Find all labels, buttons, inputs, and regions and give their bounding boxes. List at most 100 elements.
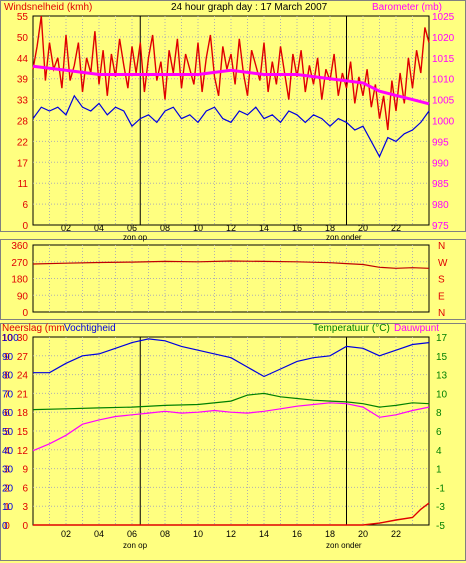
climate-rain-alt-tick-label: 6 bbox=[22, 483, 28, 494]
climate-rain-alt-tick-label: 18 bbox=[17, 408, 29, 419]
wind-left-tick-label: 28 bbox=[17, 117, 29, 128]
climate-x-tick-label: 22 bbox=[391, 529, 401, 539]
wind-left-tick-label: 55 bbox=[17, 12, 29, 23]
climate-right-tick-label: 10 bbox=[436, 389, 448, 400]
wind-x-tick-label: 20 bbox=[358, 223, 368, 233]
sunrise-label-top: zon op bbox=[123, 233, 148, 242]
temperature-axis-label: Temperatuur (°C) bbox=[313, 323, 390, 334]
climate-right-tick-label: 13 bbox=[436, 371, 448, 382]
climate-right-tick-label: -1 bbox=[436, 483, 445, 494]
wind-x-tick-label: 08 bbox=[160, 223, 170, 233]
barometer-axis-label: Barometer (mb) bbox=[372, 2, 442, 13]
climate-right-tick-label: -3 bbox=[436, 502, 445, 513]
wind-direction-letter: W bbox=[438, 258, 448, 269]
sunrise-label-bottom: zon op bbox=[123, 541, 148, 550]
wind-right-tick-label: 1025 bbox=[432, 12, 455, 23]
wind-direction-letter: N bbox=[438, 241, 445, 252]
sunset-label-bottom: zon onder bbox=[326, 541, 362, 550]
dewpoint-series-line bbox=[32, 402, 430, 452]
wind-direction-series-line bbox=[32, 260, 430, 269]
dewpoint-axis-label: Dauwpunt bbox=[394, 323, 439, 334]
wind-right-tick-label: 980 bbox=[432, 200, 449, 211]
climate-x-tick-label: 20 bbox=[358, 529, 368, 539]
wind-x-tick-label: 12 bbox=[226, 223, 236, 233]
barometer-series-line bbox=[32, 64, 430, 106]
wind-axis-label: Windsnelheid (kmh) bbox=[4, 2, 92, 13]
wind-right-tick-label: 985 bbox=[432, 179, 449, 190]
wind-average-series-line bbox=[32, 94, 430, 158]
climate-x-tick-label: 08 bbox=[160, 529, 170, 539]
humidity-tick-label: 50 bbox=[2, 427, 14, 438]
humidity-tick-label: 60 bbox=[2, 408, 14, 419]
humidity-tick-label: 40 bbox=[2, 446, 14, 457]
climate-rain-tick-label: 2 bbox=[4, 483, 10, 494]
wind-x-tick-label: 02 bbox=[61, 223, 71, 233]
wind-x-tick-label: 14 bbox=[259, 223, 269, 233]
climate-x-tick-label: 02 bbox=[61, 529, 71, 539]
wind-right-tick-label: 990 bbox=[432, 158, 449, 169]
climate-x-tick-label: 16 bbox=[292, 529, 302, 539]
climate-right-tick-label: 8 bbox=[436, 408, 442, 419]
climate-rain-alt-tick-label: 30 bbox=[17, 333, 29, 344]
dir-left-tick-label: 360 bbox=[11, 241, 28, 252]
dir-left-tick-label: 180 bbox=[11, 275, 28, 286]
climate-rain-tick-label: 6 bbox=[4, 408, 10, 419]
climate-rain-alt-tick-label: 27 bbox=[17, 352, 29, 363]
climate-rain-tick-label: 7 bbox=[4, 389, 10, 400]
climate-rain-tick-label: 1 bbox=[4, 502, 10, 513]
wind-right-tick-label: 975 bbox=[432, 221, 449, 232]
dir-left-tick-label: 0 bbox=[22, 308, 28, 319]
humidity-series-line bbox=[33, 338, 430, 378]
page-title: 24 hour graph day : 17 March 2007 bbox=[171, 2, 328, 13]
climate-x-tick-label: 12 bbox=[226, 529, 236, 539]
wind-x-tick-label: 18 bbox=[325, 223, 335, 233]
rain-series-line bbox=[33, 502, 430, 526]
climate-rain-alt-tick-label: 24 bbox=[17, 371, 29, 382]
climate-rain-tick-label: 3 bbox=[4, 465, 10, 476]
temperature-series-line bbox=[32, 392, 430, 411]
rain-axis-label: Neerslag (mm bbox=[2, 323, 65, 334]
wind-left-tick-label: 33 bbox=[17, 96, 29, 107]
wind-left-tick-label: 39 bbox=[17, 75, 29, 86]
climate-rain-alt-tick-label: 0 bbox=[22, 521, 28, 532]
wind-x-tick-label: 22 bbox=[391, 223, 401, 233]
wind-direction-letter: E bbox=[438, 291, 445, 302]
dir-left-tick-label: 270 bbox=[11, 258, 28, 269]
humidity-tick-label: 80 bbox=[2, 371, 14, 382]
humidity-tick-label: 0 bbox=[2, 521, 8, 532]
dir-left-tick-label: 90 bbox=[17, 291, 29, 302]
climate-x-tick-label: 18 bbox=[325, 529, 335, 539]
humidity-tick-label: 10 bbox=[2, 502, 14, 513]
climate-x-tick-label: 10 bbox=[193, 529, 203, 539]
wind-left-tick-label: 17 bbox=[17, 158, 29, 169]
climate-right-tick-label: 6 bbox=[436, 427, 442, 438]
wind-right-tick-label: 1015 bbox=[432, 54, 455, 65]
climate-rain-alt-tick-label: 12 bbox=[17, 446, 29, 457]
wind-left-tick-label: 50 bbox=[17, 33, 29, 44]
wind-left-tick-label: 6 bbox=[22, 200, 28, 211]
wind-left-tick-label: 44 bbox=[17, 54, 29, 65]
wind-left-tick-label: 11 bbox=[18, 179, 29, 190]
humidity-tick-label: 20 bbox=[2, 483, 14, 494]
humidity-tick-label: 70 bbox=[2, 389, 14, 400]
humidity-tick-label: 100 bbox=[2, 333, 19, 344]
climate-right-tick-label: 4 bbox=[436, 446, 442, 457]
wind-right-tick-label: 1010 bbox=[432, 75, 455, 86]
wind-left-tick-label: 0 bbox=[22, 221, 28, 232]
wind-direction-letter: N bbox=[438, 308, 445, 319]
wind-gust-series-line bbox=[32, 15, 430, 131]
climate-x-tick-label: 04 bbox=[94, 529, 104, 539]
humidity-tick-label: 90 bbox=[2, 352, 14, 363]
wind-x-tick-label: 06 bbox=[127, 223, 137, 233]
climate-rain-tick-label: 8 bbox=[4, 371, 10, 382]
wind-x-tick-label: 16 bbox=[292, 223, 302, 233]
climate-rain-tick-label: 5 bbox=[4, 427, 10, 438]
climate-right-tick-label: -5 bbox=[436, 521, 445, 532]
climate-rain-tick-label: 9 bbox=[4, 352, 10, 363]
wind-right-tick-label: 1000 bbox=[432, 117, 455, 128]
humidity-tick-label: 30 bbox=[2, 465, 14, 476]
wind-right-tick-label: 1020 bbox=[432, 33, 455, 44]
wind-right-tick-label: 995 bbox=[432, 137, 449, 148]
